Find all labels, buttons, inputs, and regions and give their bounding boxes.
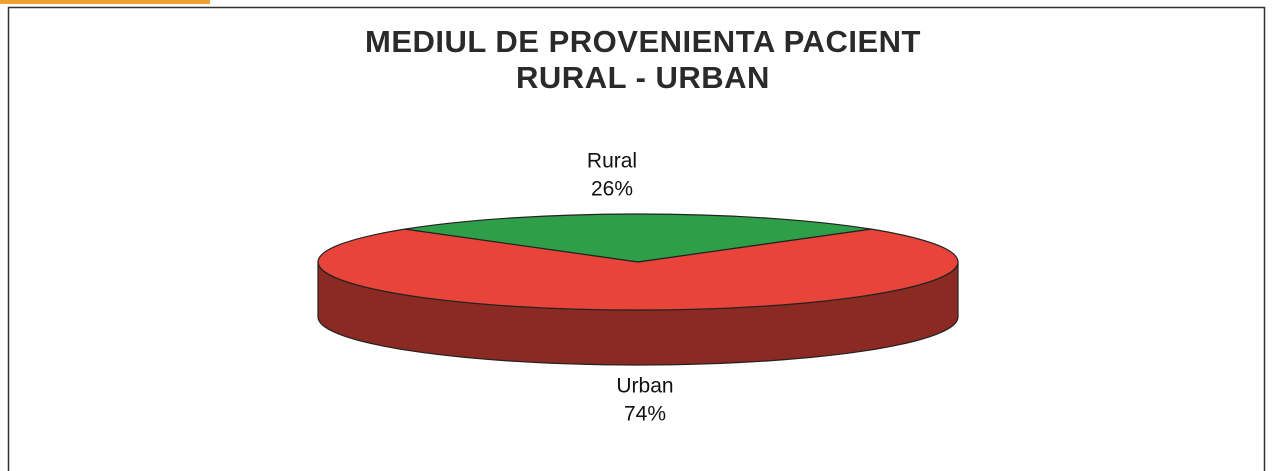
- slice-label: Rural: [587, 150, 637, 173]
- slice-value-label: 74%: [624, 403, 666, 426]
- slice: [404, 213, 872, 263]
- slice-value-label: 26%: [591, 178, 633, 201]
- chart-title: MEDIUL DE PROVENIENTA PACIENT: [365, 24, 921, 59]
- frame: [7, 6, 1266, 471]
- chart-subtitle: RURAL - URBAN: [516, 60, 770, 95]
- top-strip: [0, 0, 210, 4]
- slice-label: Urban: [616, 375, 673, 398]
- slice: [317, 228, 959, 311]
